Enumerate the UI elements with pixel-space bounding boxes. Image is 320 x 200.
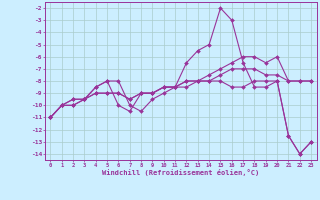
X-axis label: Windchill (Refroidissement éolien,°C): Windchill (Refroidissement éolien,°C) (102, 169, 260, 176)
